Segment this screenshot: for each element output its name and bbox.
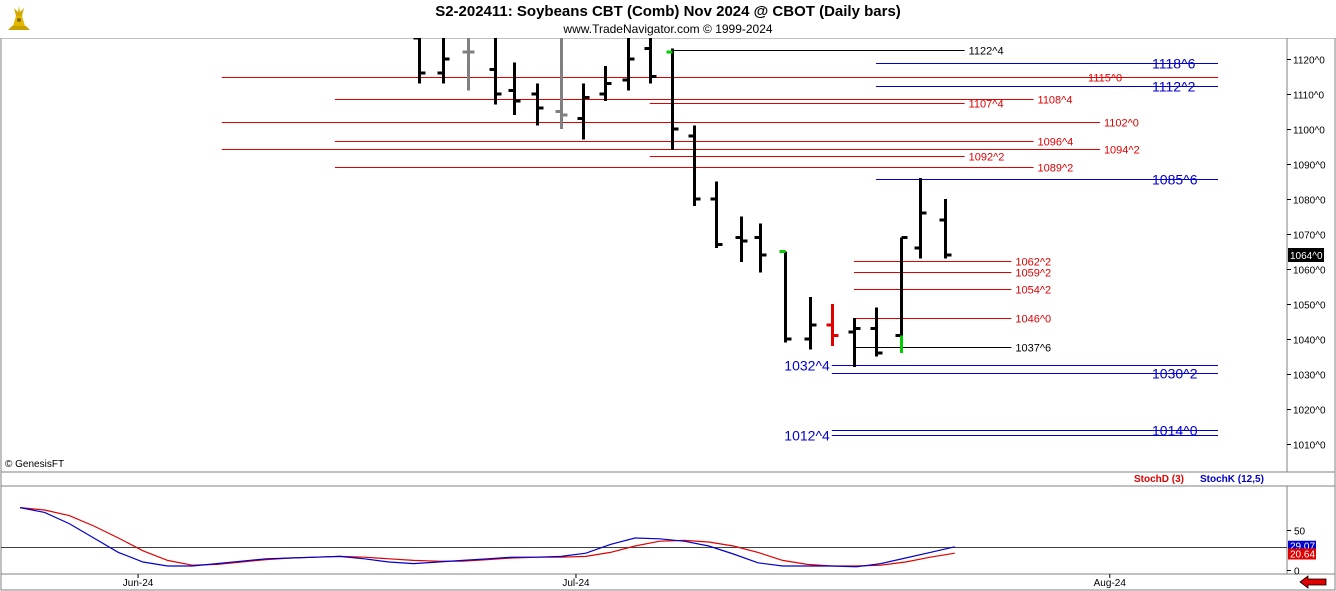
level-label: 1112^2 bbox=[1152, 79, 1196, 95]
level-label: 1122^4 bbox=[969, 46, 1004, 58]
time-axis-panel bbox=[0, 573, 1336, 591]
scroll-left-arrow-icon[interactable] bbox=[1298, 575, 1328, 589]
price-bars bbox=[413, 36, 952, 367]
price-axis: 1010^0 1020^0 1030^0 1040^0 1050^0 1060^0 1070… bbox=[1287, 56, 1326, 452]
level-label: 1012^4 bbox=[784, 428, 830, 444]
level-label: 1094^2 bbox=[1104, 145, 1140, 157]
y-tick-label: 1020^0 bbox=[1293, 406, 1326, 417]
stoch-d-value: 20.64 bbox=[1290, 549, 1315, 560]
y-tick-label: 1050^0 bbox=[1293, 301, 1326, 312]
level-label: 1108^4 bbox=[1038, 95, 1073, 107]
bull-logo-icon bbox=[8, 6, 30, 30]
level-label: 1107^4 bbox=[969, 99, 1004, 111]
level-label: 1096^4 bbox=[1038, 137, 1074, 149]
last-price-label: 1064^0 bbox=[1290, 251, 1323, 262]
level-label: 1059^2 bbox=[1015, 268, 1051, 280]
level-label: 1115^0 bbox=[1088, 73, 1122, 85]
y-tick-label: 1010^0 bbox=[1293, 441, 1326, 452]
copyright-label: © GenesisFT bbox=[5, 459, 64, 470]
stochastic-lines bbox=[1, 507, 1287, 568]
y-tick-label: 1100^0 bbox=[1293, 126, 1325, 137]
y-tick-label: 1070^0 bbox=[1293, 231, 1326, 242]
y-tick-label: 1110^0 bbox=[1293, 91, 1324, 102]
y-tick-label: 1090^0 bbox=[1293, 161, 1326, 172]
price-levels: 1122^4 1118^6 1115^0 1112^2 1108^4 1107^4 1102… bbox=[221, 46, 1219, 444]
level-label: 1014^0 bbox=[1152, 423, 1198, 439]
y-tick-label: 1080^0 bbox=[1293, 196, 1326, 207]
stoch-k-value-box bbox=[1288, 540, 1316, 552]
stoch-series-line bbox=[19, 507, 955, 568]
time-axis: Jun-24 Jul-24 Aug-24 bbox=[123, 574, 1127, 589]
y-tick-label: 1120^0 bbox=[1293, 56, 1325, 67]
level-label: 1092^2 bbox=[969, 152, 1005, 164]
y-tick-label: 1030^0 bbox=[1293, 371, 1326, 382]
x-tick-label: Jun-24 bbox=[123, 578, 154, 589]
level-label: 1032^4 bbox=[784, 358, 830, 374]
stoch-tick-label: 50 bbox=[1294, 527, 1306, 538]
x-tick-label: Aug-24 bbox=[1094, 578, 1127, 589]
stoch-k-value: 29.07 bbox=[1290, 542, 1315, 553]
x-tick-label: Jul-24 bbox=[562, 578, 590, 589]
price-panel bbox=[0, 37, 1288, 473]
legend-stoch-k: StochK (12,5) bbox=[1200, 474, 1264, 485]
stoch-tick-label: 0 bbox=[1294, 567, 1300, 578]
level-label: 1030^2 bbox=[1152, 366, 1198, 382]
level-label: 1037^6 bbox=[1015, 343, 1051, 355]
stoch-series-line bbox=[19, 507, 955, 567]
y-tick-label: 1040^0 bbox=[1293, 336, 1326, 347]
chart-header: S2-202411: Soybeans CBT (Comb) Nov 2024 … bbox=[0, 0, 1336, 38]
last-price-box bbox=[1288, 248, 1324, 262]
level-label: 1118^6 bbox=[1152, 56, 1196, 72]
level-label: 1046^0 bbox=[1015, 314, 1051, 326]
chart-title: S2-202411: Soybeans CBT (Comb) Nov 2024 … bbox=[435, 3, 901, 20]
level-label: 1102^0 bbox=[1104, 118, 1139, 130]
legend-stoch-d: StochD (3) bbox=[1134, 474, 1184, 485]
chart-subtitle: www.TradeNavigator.com © 1999-2024 bbox=[563, 22, 773, 36]
level-label: 1054^2 bbox=[1015, 285, 1051, 297]
level-label: 1085^6 bbox=[1152, 172, 1198, 188]
level-label: 1089^2 bbox=[1038, 163, 1074, 175]
stoch-panel bbox=[0, 485, 1288, 575]
y-tick-label: 1060^0 bbox=[1293, 266, 1326, 277]
stoch-d-value-box bbox=[1288, 548, 1316, 560]
level-label: 1062^2 bbox=[1015, 257, 1051, 269]
